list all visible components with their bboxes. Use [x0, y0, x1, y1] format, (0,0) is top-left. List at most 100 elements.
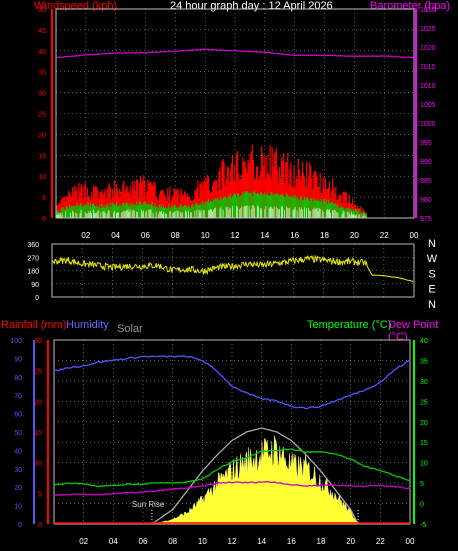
barometer-tick-label: 975: [420, 216, 432, 223]
wind-time-tick-label: 18: [320, 231, 329, 240]
direction-compass-label: W: [427, 253, 438, 265]
humidity-tick-label: 60: [14, 412, 22, 419]
barometer-tick-label: 1005: [420, 102, 436, 109]
wind-tick-label: 50: [38, 7, 46, 14]
solar-measured-area: [153, 435, 361, 525]
rain-tick-label: 25: [34, 369, 42, 376]
temperature-axis-title: Temperature (°C): [307, 319, 392, 331]
barometer-tick-label: 1000: [420, 121, 436, 128]
wind-tick-label: 15: [38, 153, 46, 160]
barometer-line: [55, 48, 415, 59]
wind-tick-label: 35: [38, 70, 46, 77]
dewpoint-line: [53, 480, 411, 497]
barometer-tick-label: 995: [420, 140, 432, 147]
humidity-tick-label: 40: [14, 448, 22, 455]
barometer-tick-label: 980: [420, 197, 432, 204]
barometer-tick-label: 1020: [420, 45, 436, 52]
barometer-tick-label: 1015: [420, 64, 436, 71]
wind-time-tick-label: 08: [171, 231, 180, 240]
wind-tick-label: 30: [38, 91, 46, 98]
wind-time-tick-label: 12: [231, 231, 240, 240]
temperature-tick-label: 20: [420, 420, 428, 427]
barometer-tick-label: 990: [420, 159, 432, 166]
temperature-tick-label: -5: [420, 522, 426, 529]
direction-compass-label: N: [428, 238, 436, 250]
barometer-tick-label: 985: [420, 178, 432, 185]
wind-time-tick-label: 10: [201, 231, 210, 240]
temp-time-tick-label: 14: [257, 537, 266, 546]
direction-tick-label: 360: [27, 242, 39, 249]
humidity-axis-title: Humidity: [66, 319, 109, 331]
barometer-tick-label: 1025: [420, 26, 436, 33]
humidity-tick-label: 50: [14, 430, 22, 437]
wind-tick-label: 5: [42, 195, 46, 202]
humidity-tick-label: 10: [14, 504, 22, 511]
temp-time-tick-label: 16: [287, 537, 296, 546]
humidity-line: [53, 355, 411, 410]
wind-tick-label: 10: [38, 174, 46, 181]
wind-time-tick-label: 04: [111, 231, 120, 240]
rainfall-axis-title: Rainfall (mm): [1, 319, 67, 331]
direction-compass-label: E: [428, 284, 435, 296]
temperature-tick-label: 25: [420, 399, 428, 406]
rain-tick-label: 10: [34, 461, 42, 468]
wind-tick-label: 45: [38, 28, 46, 35]
wind-tick-label: 20: [38, 132, 46, 139]
temp-time-tick-label: 06: [139, 537, 148, 546]
direction-tick-label: 180: [27, 269, 39, 276]
humidity-tick-label: 90: [14, 356, 22, 363]
wind-time-tick-label: 00: [410, 231, 419, 240]
temp-time-tick-label: 02: [79, 537, 88, 546]
rain-tick-label: 30: [34, 338, 42, 345]
sunrise-label: Sun Rise: [132, 500, 165, 509]
humidity-tick-label: 70: [14, 393, 22, 400]
wind-direction-line: [51, 254, 414, 282]
humidity-tick-label: 30: [14, 467, 22, 474]
wind-time-tick-label: 06: [141, 231, 150, 240]
temperature-tick-label: 15: [420, 440, 428, 447]
wind-tick-label: 25: [38, 112, 46, 119]
humidity-tick-label: 100: [10, 338, 22, 345]
humidity-tick-label: 20: [14, 485, 22, 492]
temp-time-tick-label: 04: [109, 537, 118, 546]
wind-tick-label: 40: [38, 49, 46, 56]
wind-time-tick-label: 02: [81, 231, 90, 240]
temperature-line: [53, 448, 411, 488]
direction-tick-label: 90: [31, 282, 39, 289]
wind-time-tick-label: 14: [260, 231, 269, 240]
temp-time-tick-label: 18: [317, 537, 326, 546]
temperature-tick-label: 5: [420, 481, 424, 488]
temp-time-tick-label: 10: [198, 537, 207, 546]
temperature-tick-label: 10: [420, 461, 428, 468]
temperature-tick-label: 30: [420, 379, 428, 386]
temperature-tick-label: 40: [420, 338, 428, 345]
barometer-tick-label: 1010: [420, 83, 436, 90]
solar-theoretical-curve: [151, 427, 358, 525]
rain-tick-label: 0: [38, 522, 42, 529]
direction-tick-label: 270: [27, 255, 39, 262]
temp-time-tick-label: 12: [228, 537, 237, 546]
temperature-tick-label: 0: [420, 502, 424, 509]
humidity-tick-label: 80: [14, 375, 22, 382]
rain-tick-label: 15: [34, 430, 42, 437]
humidity-tick-label: 0: [18, 522, 22, 529]
temp-time-tick-label: 22: [376, 537, 385, 546]
temp-time-tick-label: 00: [406, 537, 415, 546]
rain-tick-label: 5: [38, 491, 42, 498]
wind-time-tick-label: 16: [290, 231, 299, 240]
wind-tick-label: 0: [42, 216, 46, 223]
direction-compass-label: N: [428, 299, 436, 311]
wind-time-tick-label: 22: [380, 231, 389, 240]
solar-legend-label: Solar: [117, 323, 143, 335]
temp-time-tick-label: 08: [168, 537, 177, 546]
barometer-tick-label: 1030: [420, 7, 436, 14]
temp-time-tick-label: 20: [346, 537, 355, 546]
direction-tick-label: 0: [35, 295, 39, 302]
wind-plot-frame: [55, 8, 415, 219]
wind-time-tick-label: 20: [350, 231, 359, 240]
direction-compass-label: S: [428, 268, 435, 280]
rain-tick-label: 20: [34, 399, 42, 406]
temperature-tick-label: 35: [420, 358, 428, 365]
